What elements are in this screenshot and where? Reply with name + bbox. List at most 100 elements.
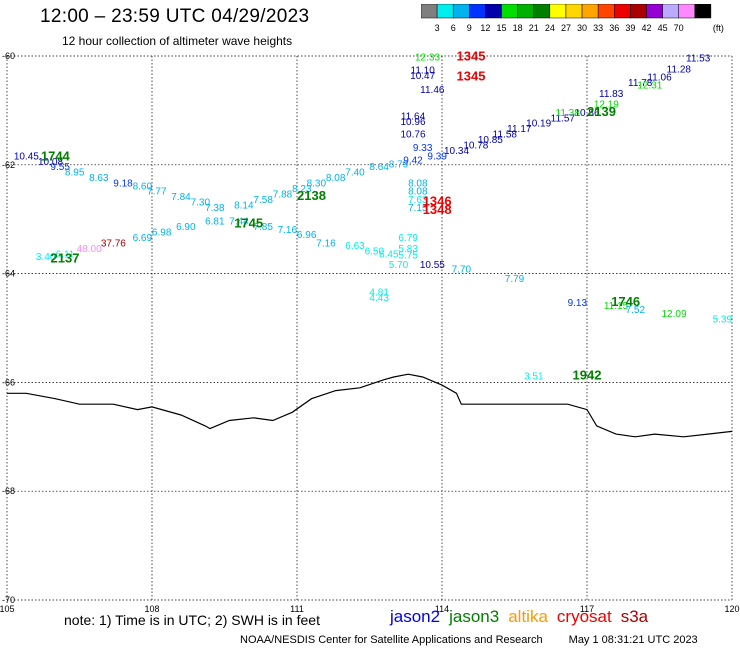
pass-time-label: 1345 — [457, 48, 486, 63]
legend-jason2: jason2 — [390, 607, 441, 626]
wave-height-value: 9.18 — [113, 179, 133, 190]
wave-height-value: 9.13 — [568, 298, 588, 309]
wave-height-value: 7.77 — [147, 187, 167, 198]
wave-height-value: 11.46 — [420, 85, 445, 96]
wave-height-value: 7.52 — [626, 305, 646, 316]
legend-cryosat: cryosat — [556, 607, 612, 626]
wave-height-value: 11.15 — [604, 301, 629, 312]
scale-tick-label: 3 — [435, 23, 440, 33]
wave-height-value: 8.08 — [408, 179, 428, 190]
latitude-label: -64 — [2, 269, 15, 279]
pass-time-label: 1942 — [573, 368, 602, 383]
scale-tick-label: 39 — [625, 23, 635, 33]
wave-height-value: 8.64 — [369, 162, 389, 173]
wave-height-value: 11.53 — [686, 53, 711, 64]
wave-height-value: 6.45 — [379, 249, 399, 260]
pass-time-label: 1746 — [611, 294, 640, 309]
wave-height-value: 11.58 — [493, 130, 518, 141]
scale-swatch — [694, 4, 712, 19]
footer: NOAA/NESDIS Center for Satellite Applica… — [240, 634, 698, 646]
wave-height-value: 5.75 — [398, 250, 418, 261]
pass-time-label: 2138 — [297, 188, 326, 203]
generated-timestamp: May 1 08:31:21 UTC 2023 — [568, 634, 698, 646]
lat-lon-grid — [6, 55, 733, 601]
wave-height-value: 10.45 — [14, 151, 39, 162]
wave-height-color-scale: 3 6 9 12 15 18 21 24 27 30 33 36 39 42 45 70 (ft) — [421, 4, 724, 33]
scale-tick-label: 42 — [641, 23, 651, 33]
wave-height-value: 6.11 — [56, 249, 75, 260]
wave-height-value: 3.40 — [36, 252, 56, 263]
wave-height-value: 4.43 — [369, 293, 389, 304]
pass-time-label: 1345 — [457, 68, 486, 83]
wave-height-value: 11.28 — [667, 64, 692, 75]
map-subtitle: 12 hour collection of altimeter wave hei… — [62, 34, 293, 48]
wave-height-value: 12.09 — [661, 309, 686, 320]
axis-labels: 105 108 111 114 117 120 -60 -62 -64 -66 -68 -70 — [0, 51, 740, 614]
wave-height-value: 7.16 — [316, 238, 336, 249]
wave-height-value: 6.81 — [205, 217, 225, 228]
wave-height-value: 7.30 — [191, 198, 211, 209]
wave-height-value: 6.98 — [152, 228, 172, 239]
wave-height-value: 10.96 — [400, 117, 425, 128]
pass-time-label: 2137 — [51, 251, 80, 266]
map-title: 12:00 – 23:59 UTC 04/29/2023 — [40, 6, 310, 27]
pass-time-label: 1346 — [423, 194, 452, 209]
legend-s3a: s3a — [620, 607, 649, 626]
wave-height-value: 7.63 — [408, 195, 428, 206]
longitude-label: 105 — [0, 604, 15, 614]
latitude-label: -68 — [2, 486, 15, 496]
wave-height-value: 6.79 — [398, 233, 418, 244]
wave-height-value: 7.58 — [253, 195, 273, 206]
wave-height-value: 7.79 — [505, 274, 525, 285]
wave-height-value: 9.39 — [427, 151, 447, 162]
pass-time-label: 2139 — [587, 104, 616, 119]
wave-height-value: 8.08 — [326, 173, 346, 184]
scale-tick-label: 33 — [593, 23, 603, 33]
wave-height-value: 8.95 — [65, 168, 85, 179]
wave-height-value: 10.47 — [410, 71, 435, 82]
wave-height-value: 48.00 — [77, 244, 102, 255]
wave-height-value: 11.57 — [551, 113, 576, 124]
credit-text: NOAA/NESDIS Center for Satellite Applica… — [240, 634, 543, 646]
wave-height-value: 11.06 — [647, 72, 672, 83]
wave-height-labels: 10.45 10.089.558.95 8.63 9.18 8.607.77 7.84 7.… — [14, 52, 733, 382]
pass-time-label: 1348 — [423, 202, 452, 217]
wave-height-value: 6.96 — [297, 230, 317, 241]
wave-height-value: 7.70 — [452, 265, 472, 276]
wave-height-value: 6.90 — [176, 222, 196, 233]
scale-tick-label: 15 — [497, 23, 507, 33]
scale-unit: (ft) — [713, 23, 724, 33]
wave-height-value: 11.38 — [556, 108, 581, 119]
wave-height-value: 7.88 — [273, 189, 293, 200]
wave-height-value: 8.79 — [389, 160, 409, 171]
antarctic-coastline — [7, 373, 733, 438]
wave-height-value: 11.78 — [628, 78, 653, 89]
wave-height-value: 7.16 — [278, 225, 298, 236]
latitude-label: -66 — [2, 377, 15, 387]
wave-height-value: 10.76 — [400, 130, 425, 141]
wave-height-value: 9.42 — [403, 156, 423, 167]
pass-time-label: 1744 — [41, 148, 71, 163]
wave-height-value: 8.23 — [292, 184, 312, 195]
wave-height-value: 10.34 — [444, 146, 469, 157]
units-note: note: 1) Time is in UTC; 2) SWH is in fe… — [64, 612, 320, 628]
wave-height-value: 7.84 — [171, 192, 191, 203]
wave-height-value: 7.15 — [408, 203, 428, 214]
scale-tick-label: 30 — [577, 23, 587, 33]
scale-tick-label: 36 — [609, 23, 619, 33]
wave-height-value: 10.19 — [526, 119, 551, 130]
wave-height-value: 37.76 — [101, 238, 126, 249]
wave-height-value: 6.69 — [133, 233, 153, 244]
wave-height-value: 7.85 — [253, 222, 273, 233]
wave-height-value: 10.78 — [463, 140, 488, 151]
wave-height-value: 12.19 — [594, 100, 619, 111]
pass-time-label: 1745 — [234, 215, 263, 230]
wave-height-value: 10.08 — [38, 157, 63, 168]
wave-height-value: 6.50 — [365, 247, 385, 258]
wave-height-value: 8.63 — [89, 173, 109, 184]
wave-height-value: 10.55 — [420, 260, 445, 271]
wave-height-value: 9.55 — [50, 162, 70, 173]
scale-tick-label: 24 — [545, 23, 555, 33]
